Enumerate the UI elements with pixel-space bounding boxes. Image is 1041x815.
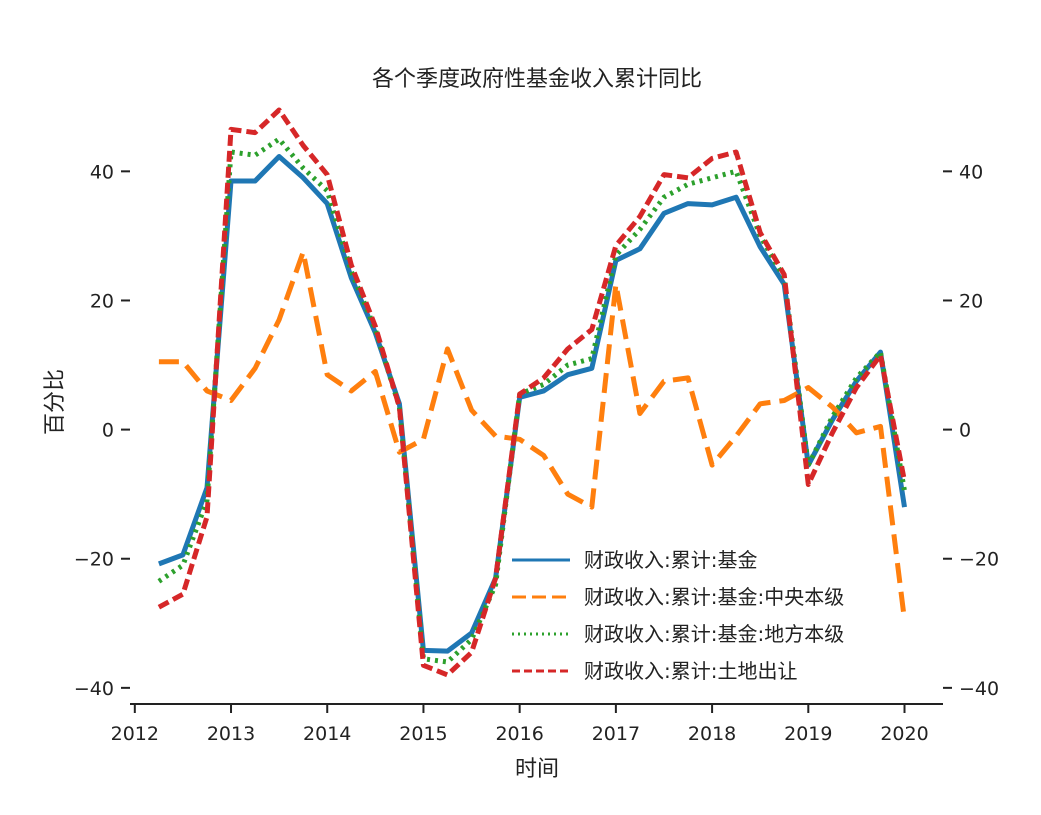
series-lines (157, 107, 907, 678)
legend-label-3: 财政收入:累计:基金:地方本级 (584, 622, 844, 646)
series-line-1 (158, 154, 907, 654)
series-line-4 (157, 107, 907, 678)
chart-title: 各个季度政府性基金收入累计同比 (372, 67, 702, 92)
x-tick-label: 2016 (495, 723, 543, 745)
y-tick-label-right: −40 (959, 678, 999, 700)
y-tick-label-left: 20 (90, 290, 114, 312)
series-line-2 (158, 249, 907, 621)
y-tick-label-left: −40 (74, 678, 114, 700)
x-tick-label: 2012 (111, 723, 159, 745)
y-tick-label-left: 0 (102, 420, 114, 442)
legend-label-1: 财政收入:累计:基金 (584, 548, 757, 572)
x-tick-label: 2014 (303, 723, 351, 745)
y-tick-label-right: 40 (959, 161, 983, 183)
x-tick-label: 2015 (399, 723, 447, 745)
x-axis-title: 时间 (515, 757, 559, 782)
legend-label-2: 财政收入:累计:基金:中央本级 (584, 585, 844, 609)
x-tick-label: 2017 (592, 723, 640, 745)
x-tick-label: 2013 (207, 723, 255, 745)
x-tick-label: 2020 (880, 723, 928, 745)
legend: 财政收入:累计:基金财政收入:累计:基金:中央本级财政收入:累计:基金:地方本级… (512, 548, 844, 683)
y-tick-label-right: −20 (959, 549, 999, 571)
x-tick-label: 2018 (688, 723, 736, 745)
x-tick-label: 2019 (784, 723, 832, 745)
y-tick-label-right: 20 (959, 290, 983, 312)
y-axis-title: 百分比 (43, 369, 68, 435)
series-line-3 (157, 136, 907, 665)
y-tick-label-left: −20 (74, 549, 114, 571)
y-tick-label-right: 0 (959, 420, 971, 442)
legend-label-4: 财政收入:累计:土地出让 (584, 659, 797, 683)
y-tick-label-left: 40 (90, 161, 114, 183)
